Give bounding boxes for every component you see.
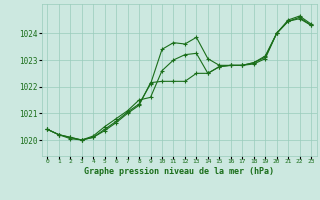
X-axis label: Graphe pression niveau de la mer (hPa): Graphe pression niveau de la mer (hPa) — [84, 167, 274, 176]
